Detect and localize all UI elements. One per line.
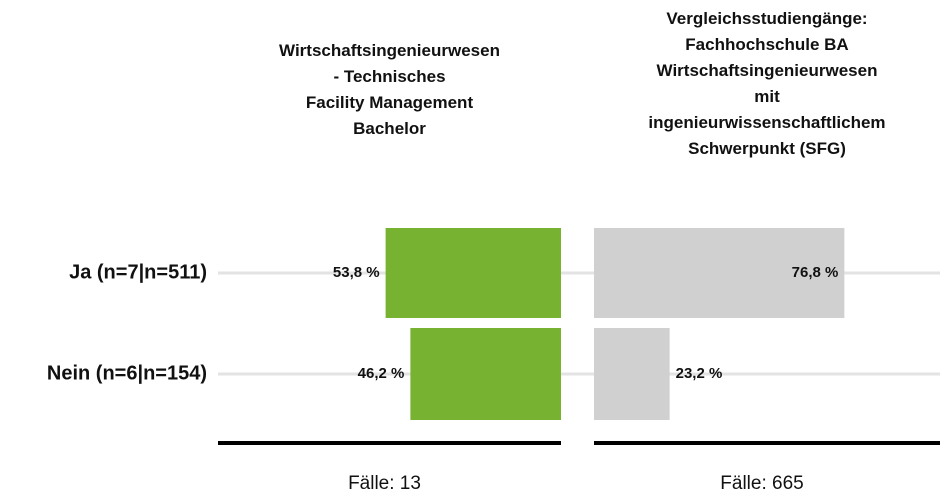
value-label: 53,8 %	[333, 264, 380, 281]
value-label: 46,2 %	[358, 365, 405, 382]
value-label: 23,2 %	[676, 365, 723, 382]
panel-title: Wirtschaftsingenieurwesen - Technisches …	[279, 41, 500, 138]
panel-title: Vergleichsstudiengänge: Fachhochschule B…	[648, 9, 886, 158]
footer: Fälle: 665	[720, 473, 803, 494]
footer: Fälle: 13	[348, 473, 421, 494]
bar	[410, 328, 561, 420]
bar	[594, 328, 670, 420]
category-label: Ja (n=7|n=511)	[69, 261, 207, 283]
bar	[594, 228, 845, 318]
bar	[385, 228, 561, 318]
value-label: 76,8 %	[792, 264, 839, 281]
category-label: Nein (n=6|n=154)	[47, 362, 207, 384]
